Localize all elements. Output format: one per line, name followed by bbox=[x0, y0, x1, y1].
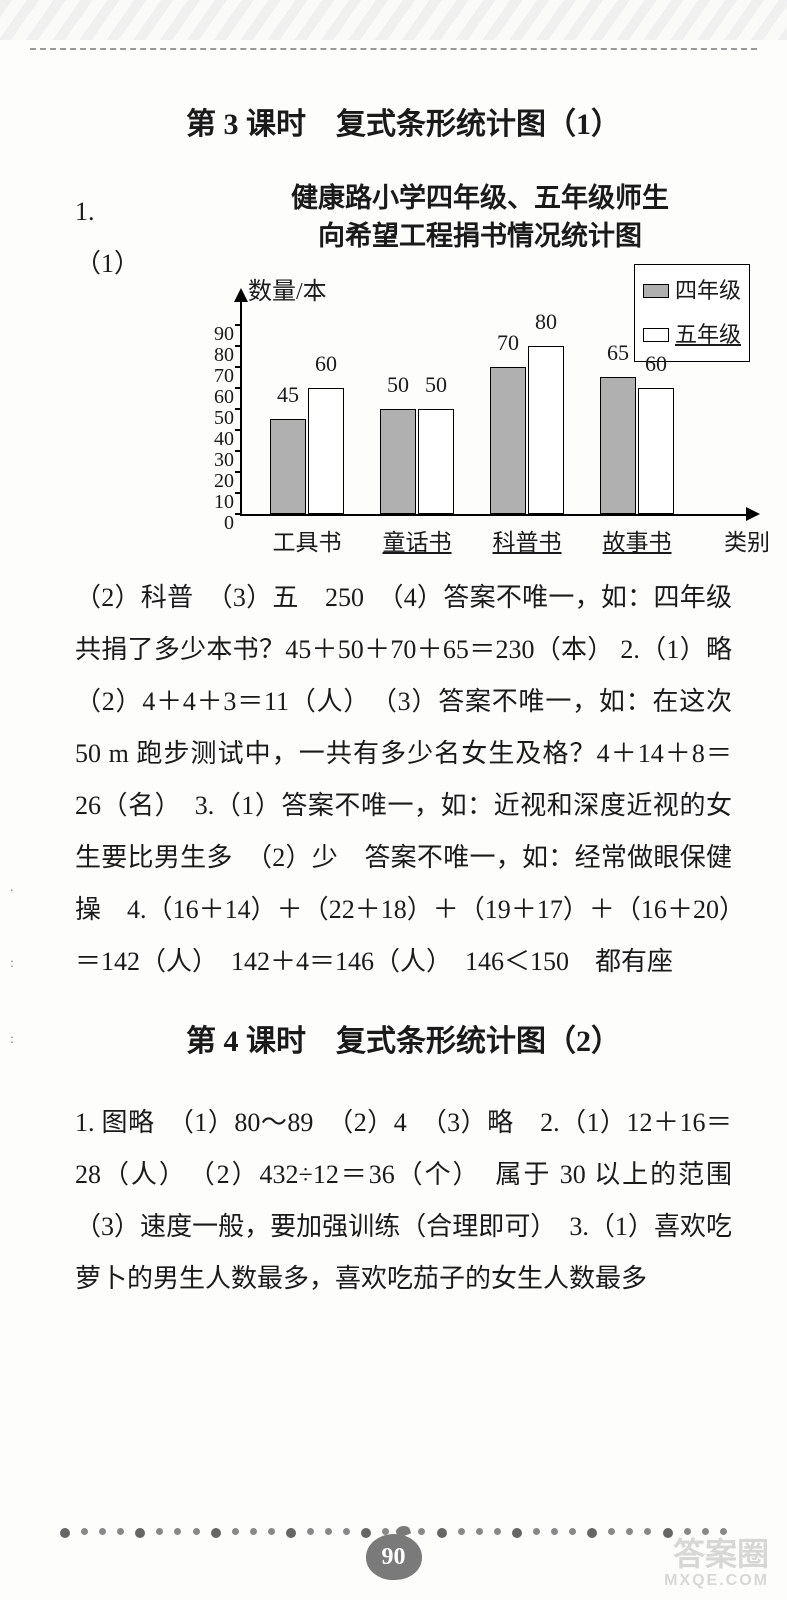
y-tick-mark bbox=[235, 513, 241, 515]
y-tick-mark bbox=[235, 366, 241, 368]
bar-value-label: 60 bbox=[638, 342, 674, 386]
dot-icon bbox=[135, 1528, 145, 1538]
bar-grade4 bbox=[600, 377, 636, 514]
y-tick-mark bbox=[235, 471, 241, 473]
question-1-label: 1.（1） bbox=[75, 186, 140, 290]
page-number: 90 bbox=[366, 1534, 422, 1580]
chart-title-line1: 健康路小学四年级、五年级师生 bbox=[291, 183, 669, 213]
y-tick-mark bbox=[235, 387, 241, 389]
dot-icon bbox=[156, 1528, 163, 1535]
y-tick-mark bbox=[235, 450, 241, 452]
chart-row: 1.（1） 健康路小学四年级、五年级师生 向希望工程捐书情况统计图 四年级 bbox=[75, 180, 732, 554]
x-category-label: 故事书 bbox=[592, 520, 682, 566]
dot-icon bbox=[307, 1528, 314, 1535]
dot-icon bbox=[458, 1528, 465, 1535]
dot-icon bbox=[551, 1528, 558, 1535]
x-category-label: 工具书 bbox=[262, 520, 352, 566]
bar-value-label: 50 bbox=[380, 363, 416, 407]
y-tick-mark bbox=[235, 492, 241, 494]
bar-value-label: 70 bbox=[490, 321, 526, 365]
dot-icon bbox=[702, 1528, 709, 1535]
watermark-main: 答案圈 bbox=[664, 1537, 769, 1572]
x-axis-line bbox=[240, 514, 750, 516]
dot-icon bbox=[494, 1528, 501, 1535]
page-container: .:: 第 3 课时 复式条形统计图（1） 1.（1） 健康路小学四年级、五年级… bbox=[0, 0, 787, 1600]
y-tick-mark bbox=[235, 324, 241, 326]
dot-icon bbox=[626, 1528, 633, 1535]
dot-icon bbox=[99, 1528, 106, 1535]
bar-value-label: 60 bbox=[308, 342, 344, 386]
dot-icon bbox=[250, 1528, 257, 1535]
bar-value-label: 65 bbox=[600, 331, 636, 375]
bar-value-label: 80 bbox=[528, 300, 564, 344]
page-number-badge: 90 bbox=[366, 1534, 422, 1580]
dot-icon bbox=[286, 1528, 296, 1538]
bar-grade5 bbox=[638, 388, 674, 514]
bar-grade5 bbox=[528, 346, 564, 514]
section-2-text: 1. 图略 （1）80～89 （2）4 （3）略 2.（1）12＋16＝28（人… bbox=[75, 1097, 732, 1305]
x-category-label: 科普书 bbox=[482, 520, 572, 566]
dot-icon bbox=[81, 1528, 88, 1535]
dot-icon bbox=[268, 1528, 275, 1535]
chart-title-line2: 向希望工程捐书情况统计图 bbox=[318, 221, 642, 251]
dot-icon bbox=[569, 1528, 576, 1535]
bar-grade5 bbox=[308, 388, 344, 514]
dot-icon bbox=[587, 1528, 597, 1538]
bar-grade4 bbox=[380, 409, 416, 514]
dot-icon bbox=[193, 1528, 200, 1535]
x-axis-arrow-icon bbox=[746, 507, 760, 521]
y-tick-mark bbox=[235, 345, 241, 347]
page-number-value: 90 bbox=[382, 1544, 406, 1571]
section-2-body: 1. 图略 （1）80～89 （2）4 （3）略 2.（1）12＋16＝28（人… bbox=[75, 1097, 732, 1305]
main-content: 第 3 课时 复式条形统计图（1） 1.（1） 健康路小学四年级、五年级师生 向… bbox=[0, 50, 787, 1305]
dot-icon bbox=[343, 1528, 350, 1535]
section-1-body: （2）科普 （3）五 250 （4）答案不唯一，如：四年级共捐了多少本书？45＋… bbox=[75, 572, 732, 988]
dot-icon bbox=[684, 1528, 691, 1535]
chart-wrapper: 健康路小学四年级、五年级师生 向希望工程捐书情况统计图 四年级 五年级 bbox=[200, 180, 760, 554]
dot-icon bbox=[117, 1528, 124, 1535]
dot-icon bbox=[644, 1528, 651, 1535]
watermark-sub: MXQE.COM bbox=[664, 1572, 769, 1590]
watermark: 答案圈 MXQE.COM bbox=[664, 1537, 769, 1590]
dot-icon bbox=[512, 1528, 522, 1538]
dot-icon bbox=[476, 1528, 483, 1535]
dot-icon bbox=[211, 1528, 221, 1538]
x-category-label: 童话书 bbox=[372, 520, 462, 566]
dot-icon bbox=[720, 1528, 727, 1535]
bars-layer: 4560505070806560 bbox=[240, 264, 740, 514]
decorative-top-border bbox=[0, 0, 787, 40]
dot-icon bbox=[60, 1528, 70, 1538]
bar-value-label: 45 bbox=[270, 373, 306, 417]
dot-icon bbox=[232, 1528, 239, 1535]
bar-grade4 bbox=[490, 367, 526, 514]
dot-icon bbox=[437, 1528, 447, 1538]
dot-icon bbox=[608, 1528, 615, 1535]
y-tick-label: 90 bbox=[200, 314, 234, 354]
bar-grade5 bbox=[418, 409, 454, 514]
bar-chart: 四年级 五年级 数量/本 类别 4560505070806560 010203 bbox=[200, 264, 760, 554]
section-1-title: 第 3 课时 复式条形统计图（1） bbox=[75, 95, 732, 155]
dot-icon bbox=[174, 1528, 181, 1535]
bar-grade4 bbox=[270, 419, 306, 514]
bar-value-label: 50 bbox=[418, 363, 454, 407]
dot-icon bbox=[533, 1528, 540, 1535]
section-1-text: （2）科普 （3）五 250 （4）答案不唯一，如：四年级共捐了多少本书？45＋… bbox=[75, 572, 732, 988]
section-2-title: 第 4 课时 复式条形统计图（2） bbox=[75, 1012, 732, 1072]
y-tick-mark bbox=[235, 429, 241, 431]
y-tick-mark bbox=[235, 408, 241, 410]
x-axis-title: 类别 bbox=[724, 520, 770, 566]
dot-icon bbox=[325, 1528, 332, 1535]
chart-title: 健康路小学四年级、五年级师生 向希望工程捐书情况统计图 bbox=[200, 180, 760, 256]
left-margin-marks: .:: bbox=[10, 880, 14, 1108]
